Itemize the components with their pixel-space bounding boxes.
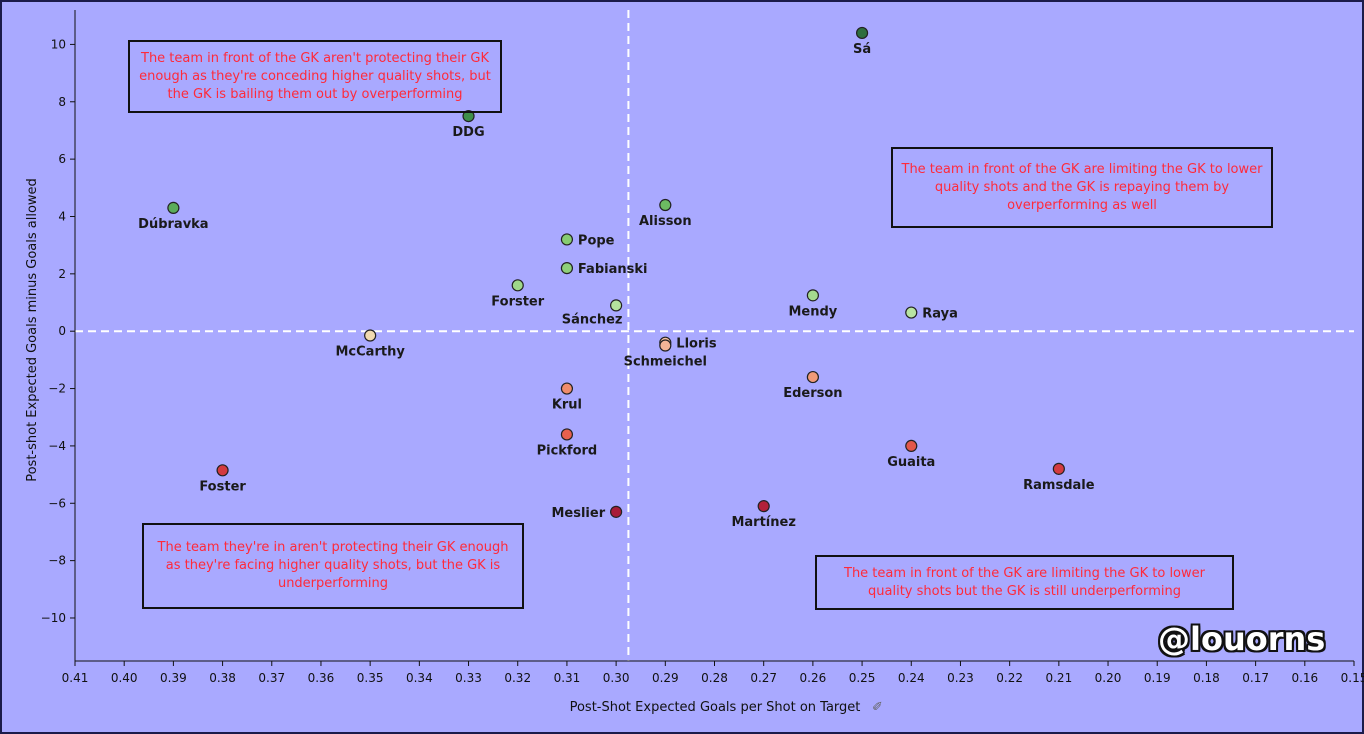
x-tick-label: 0.17 (1242, 671, 1269, 685)
data-point-label: Ederson (783, 386, 842, 401)
data-point (560, 428, 574, 441)
x-tick-label: 0.22 (996, 671, 1023, 685)
y-tick-label: 6 (58, 152, 66, 166)
data-point-label: Pickford (537, 443, 598, 458)
x-tick-label: 0.20 (1095, 671, 1122, 685)
data-point (905, 306, 918, 319)
y-tick-label: −6 (48, 496, 66, 510)
data-point-label: Foster (199, 479, 246, 494)
x-tick-label: 0.30 (603, 671, 630, 685)
x-axis-ticks: 0.41 0.40 0.39 0.38 0.37 0.36 0.35 0.34 0.33 0.32… (62, 661, 1364, 685)
data-point-label: Dúbravka (138, 217, 208, 232)
x-tick-label: 0.23 (947, 671, 974, 685)
data-point-label: Raya (922, 307, 958, 322)
x-tick-label: 0.16 (1291, 671, 1318, 685)
data-point-label: Fabianski (578, 262, 648, 277)
x-tick-label: 0.36 (308, 671, 335, 685)
data-point-label: Meslier (551, 506, 605, 521)
data-point (905, 439, 918, 453)
data-point-label: Martínez (731, 515, 795, 530)
data-point-label: Krul (552, 398, 582, 413)
data-point-label: Lloris (676, 337, 717, 352)
y-tick-label: 2 (58, 267, 66, 281)
x-tick-label: 0.24 (898, 671, 925, 685)
data-point (216, 464, 229, 477)
data-point-label: McCarthy (335, 345, 405, 360)
y-tick-label: 4 (58, 209, 66, 223)
y-axis-ticks: 10 8 6 4 2 0 −2 −4 −6 −8 −10 (41, 37, 75, 625)
data-point (806, 370, 819, 384)
data-point (610, 505, 623, 518)
y-tick-label: 10 (51, 37, 66, 51)
data-point (560, 382, 574, 395)
x-tick-label: 0.34 (406, 671, 433, 685)
data-point (806, 289, 819, 302)
x-tick-label: 0.21 (1045, 671, 1072, 685)
x-tick-label: 0.28 (701, 671, 728, 685)
annotation-bottom-right: The team in front of the GK are limiting… (815, 555, 1234, 610)
data-point-label: Guaita (887, 455, 935, 470)
x-tick-label: 0.39 (160, 671, 187, 685)
data-point-label: Pope (578, 233, 615, 248)
annotation-bottom-left: The team they're in aren't protecting th… (142, 523, 524, 609)
data-point-label: Forster (491, 294, 544, 309)
data-point-label: Sánchez (562, 312, 623, 327)
x-tick-label: 0.41 (62, 671, 89, 685)
y-tick-label: 0 (58, 324, 66, 338)
data-point-label: DDG (452, 125, 484, 140)
data-point-label: Ramsdale (1023, 478, 1095, 493)
y-tick-label: −2 (48, 382, 66, 396)
x-tick-label: 0.40 (111, 671, 138, 685)
data-point (462, 110, 475, 123)
data-point-label: Alisson (639, 214, 692, 229)
y-axis-title: Post-shot Expected Goals minus Goals all… (25, 178, 40, 482)
x-tick-label: 0.32 (504, 671, 531, 685)
x-tick-label: 0.26 (800, 671, 827, 685)
x-tick-label: 0.29 (652, 671, 679, 685)
watermark: @louorns (1158, 620, 1326, 658)
data-point (855, 26, 869, 40)
data-point (757, 500, 770, 513)
x-tick-label: 0.19 (1144, 671, 1171, 685)
x-tick-label: 0.18 (1193, 671, 1220, 685)
y-tick-label: −10 (41, 611, 66, 625)
data-point (560, 262, 574, 275)
x-tick-label: 0.25 (849, 671, 876, 685)
data-point (560, 233, 574, 246)
data-point (167, 201, 180, 214)
data-point-label: Sá (853, 42, 871, 57)
x-tick-label: 0.27 (750, 671, 777, 685)
annotation-top-left: The team in front of the GK aren't prote… (128, 40, 502, 113)
annotation-top-right: The team in front of the GK are limiting… (891, 147, 1273, 228)
y-tick-label: −4 (48, 439, 66, 453)
data-points: Sá DDG Dúbravka Alisson Pope Fabianski Forster… (138, 26, 1095, 530)
y-tick-label: 8 (58, 95, 66, 109)
data-point (659, 198, 672, 212)
data-point-label: Mendy (788, 304, 837, 319)
x-tick-label: 0.37 (258, 671, 285, 685)
x-tick-label: 0.38 (209, 671, 236, 685)
data-point (1052, 462, 1065, 475)
x-tick-label: 0.31 (554, 671, 581, 685)
data-point (511, 279, 524, 292)
y-tick-label: −8 (48, 554, 66, 568)
x-axis-title: Post-Shot Expected Goals per Shot on Tar… (570, 700, 861, 715)
x-tick-label: 0.15 (1341, 671, 1364, 685)
data-point (364, 329, 377, 342)
reference-lines (75, 10, 1354, 661)
data-point (659, 339, 672, 352)
pin-icon-x: ✐ (872, 700, 883, 715)
data-point-label: Schmeichel (624, 355, 707, 370)
x-tick-label: 0.35 (357, 671, 384, 685)
x-tick-label: 0.33 (455, 671, 482, 685)
data-point (610, 299, 623, 312)
